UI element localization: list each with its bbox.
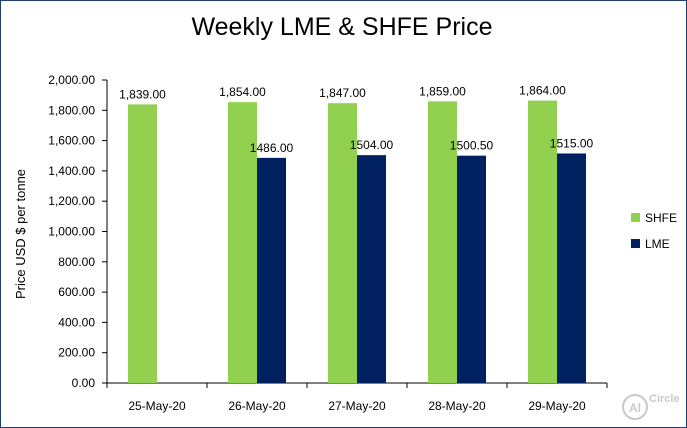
shfe-bar <box>528 100 557 383</box>
shfe-data-label: 1,847.00 <box>319 86 366 100</box>
y-tick-label: 0.00 <box>72 376 96 390</box>
y-tick-label: 800.00 <box>58 255 95 269</box>
y-axis-ticks: 0.00 200.00 400.00 600.00 800.00 1,000.00 1,20… <box>48 73 107 390</box>
shfe-bar <box>328 103 357 383</box>
y-axis-title: Price USD $ per tonne <box>13 169 28 299</box>
lme-data-label: 1486.00 <box>250 141 294 155</box>
lme-bar <box>357 155 386 383</box>
y-tick-label: 600.00 <box>58 285 95 299</box>
data-labels: 1,839.00 1,854.00 1,847.00 1,859.00 1,864.00… <box>119 84 593 155</box>
y-tick-label: 1,400.00 <box>48 164 95 178</box>
lme-bar <box>257 157 286 383</box>
shfe-data-label: 1,839.00 <box>119 87 166 101</box>
shfe-data-label: 1,859.00 <box>419 84 466 98</box>
y-tick-label: 400.00 <box>58 315 95 329</box>
x-tick-label: 25-May-20 <box>128 399 186 413</box>
lme-data-label: 1504.00 <box>350 138 394 152</box>
shfe-bar <box>228 102 257 383</box>
y-tick-label: 1,800.00 <box>48 103 95 117</box>
lme-bar <box>557 153 586 383</box>
lme-data-label: 1500.50 <box>450 139 494 153</box>
y-tick-label: 2,000.00 <box>48 73 95 87</box>
lme-data-label: 1515.00 <box>550 136 594 150</box>
x-tick-label: 27-May-20 <box>328 399 386 413</box>
shfe-bar <box>128 104 157 383</box>
shfe-data-label: 1,854.00 <box>219 85 266 99</box>
y-tick-label: 1,200.00 <box>48 194 95 208</box>
shfe-data-label: 1,864.00 <box>519 84 566 98</box>
bars <box>128 100 586 383</box>
watermark-mark: Al <box>629 401 641 415</box>
x-tick-label: 26-May-20 <box>228 399 286 413</box>
alcircle-logo-icon: Al Circle <box>622 393 680 420</box>
x-tick-label: 29-May-20 <box>528 399 586 413</box>
lme-legend-swatch <box>631 239 640 248</box>
watermark-text: Circle <box>649 393 680 405</box>
y-tick-label: 200.00 <box>58 346 95 360</box>
shfe-legend-label: SHFE <box>645 211 677 225</box>
shfe-legend-swatch <box>631 213 640 222</box>
legend: SHFE LME <box>631 211 677 251</box>
y-tick-label: 1,600.00 <box>48 134 95 148</box>
y-tick-label: 1,000.00 <box>48 225 95 239</box>
chart-title: Weekly LME & SHFE Price <box>191 13 492 41</box>
lme-bar <box>457 155 486 383</box>
lme-legend-label: LME <box>645 237 670 251</box>
x-axis-ticks: 25-May-20 26-May-20 27-May-20 28-May-20 29-M… <box>106 383 608 413</box>
x-tick-label: 28-May-20 <box>428 399 486 413</box>
shfe-bar <box>428 101 457 383</box>
